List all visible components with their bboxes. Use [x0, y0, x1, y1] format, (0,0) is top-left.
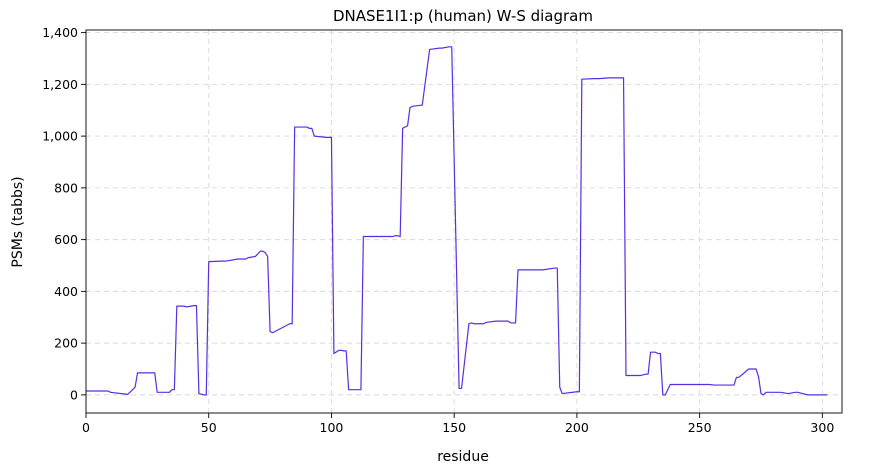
y-tick-label: 1,000	[42, 129, 78, 144]
plot-frame	[85, 29, 843, 414]
x-tick-label: 300	[810, 420, 834, 435]
series-line	[86, 46, 828, 396]
chart-title: DNASE1I1:p (human) W-S diagram	[333, 7, 593, 25]
x-tick-label: 250	[688, 420, 712, 435]
x-tick-label: 100	[320, 420, 344, 435]
series-layer	[86, 46, 828, 396]
x-tick-label: 50	[201, 420, 217, 435]
x-axis-label: residue	[437, 449, 489, 465]
y-tick-label: 1,200	[42, 77, 78, 92]
grid-lines	[85, 30, 842, 413]
y-axis-label: PSMs (tabbs)	[10, 176, 26, 267]
y-tick-label: 200	[54, 336, 78, 351]
axis-ticks: 0 50 100 150 200 250 300 0 200 400 600 800 1,000 1,20…	[42, 25, 834, 435]
y-tick-label: 0	[70, 387, 78, 402]
y-tick-label: 600	[54, 232, 78, 247]
x-tick-label: 200	[565, 420, 589, 435]
y-tick-label: 800	[54, 180, 78, 195]
x-tick-label: 150	[442, 420, 466, 435]
y-tick-label: 400	[54, 284, 78, 299]
x-tick-label: 0	[82, 420, 90, 435]
y-tick-label: 1,400	[42, 25, 78, 40]
